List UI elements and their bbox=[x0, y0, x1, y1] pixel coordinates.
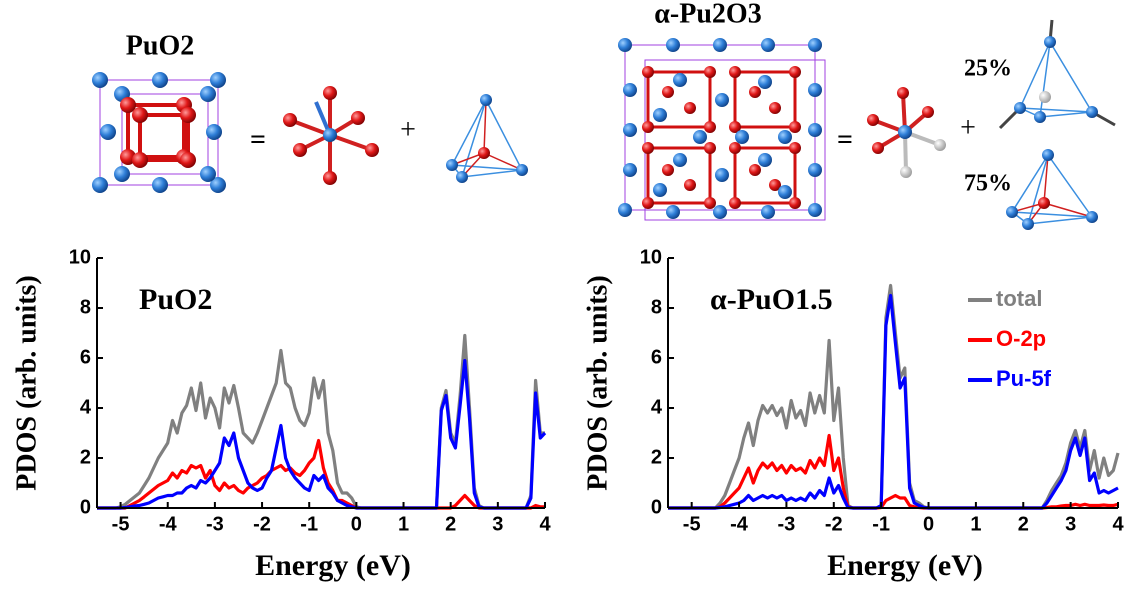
x-tick-label: 1 bbox=[398, 513, 409, 535]
x-tick-label: -4 bbox=[730, 513, 749, 535]
x-tick-label: 4 bbox=[1112, 513, 1124, 535]
x-tick-label: -5 bbox=[112, 513, 130, 535]
octahedron bbox=[283, 86, 379, 185]
pu2o3-polyhedron bbox=[867, 87, 946, 178]
y-tick-label: 8 bbox=[651, 296, 662, 318]
x-tick-label: 1 bbox=[970, 513, 981, 535]
tetrahedra-vacancy bbox=[998, 19, 1116, 230]
y-tick-label: 4 bbox=[651, 396, 663, 418]
x-tick-label: -2 bbox=[825, 513, 843, 535]
x-axis-label: Energy (eV) bbox=[827, 549, 983, 582]
y-tick-label: 2 bbox=[651, 446, 662, 468]
x-tick-label: -1 bbox=[872, 513, 890, 535]
legend-label: O-2p bbox=[996, 326, 1046, 351]
puo2-structure bbox=[92, 72, 226, 193]
x-tick-label: 0 bbox=[351, 513, 362, 535]
legend-label: total bbox=[996, 286, 1042, 311]
x-tick-label: 2 bbox=[1018, 513, 1029, 535]
x-tick-label: -3 bbox=[206, 513, 224, 535]
equals-sign: = bbox=[250, 124, 266, 155]
x-tick-label: -5 bbox=[683, 513, 701, 535]
y-axis-label: PDOS (arb. units) bbox=[582, 275, 613, 490]
pdos-line bbox=[97, 358, 547, 510]
structure-label: α-Pu2O3 bbox=[654, 0, 761, 29]
x-axis-label: Energy (eV) bbox=[255, 549, 411, 582]
y-tick-label: 10 bbox=[69, 246, 91, 268]
y-tick-label: 6 bbox=[651, 346, 662, 368]
y-tick-label: 10 bbox=[640, 246, 662, 268]
y-tick-label: 8 bbox=[80, 296, 91, 318]
plus-sign: + bbox=[400, 114, 416, 145]
y-tick-label: 0 bbox=[80, 496, 91, 518]
pdos-line bbox=[97, 438, 545, 510]
equals-sign: = bbox=[837, 124, 853, 155]
percent-label: 25% bbox=[964, 56, 1012, 82]
structure-label: PuO2 bbox=[126, 30, 194, 61]
legend-label: Pu-5f bbox=[996, 366, 1052, 391]
x-tick-label: 3 bbox=[1065, 513, 1076, 535]
plus-sign: + bbox=[960, 112, 976, 143]
x-tick-label: -3 bbox=[778, 513, 796, 535]
x-tick-label: -2 bbox=[253, 513, 271, 535]
x-tick-label: 2 bbox=[445, 513, 456, 535]
y-axis-label: PDOS (arb. units) bbox=[11, 275, 42, 490]
tetrahedron bbox=[446, 94, 528, 183]
y-tick-label: 4 bbox=[80, 396, 92, 418]
y-tick-label: 0 bbox=[651, 496, 662, 518]
x-tick-label: 0 bbox=[923, 513, 934, 535]
chart-title: PuO2 bbox=[139, 283, 212, 316]
y-tick-label: 6 bbox=[80, 346, 91, 368]
x-tick-label: -4 bbox=[159, 513, 178, 535]
x-tick-label: 3 bbox=[492, 513, 503, 535]
pu2o3-structure bbox=[618, 38, 826, 221]
y-tick-label: 2 bbox=[80, 446, 91, 468]
pdos-line bbox=[668, 293, 1119, 510]
percent-label: 75% bbox=[964, 171, 1012, 197]
chart-title: α-PuO1.5 bbox=[710, 283, 833, 316]
x-tick-label: -1 bbox=[300, 513, 318, 535]
x-tick-label: 4 bbox=[539, 513, 551, 535]
